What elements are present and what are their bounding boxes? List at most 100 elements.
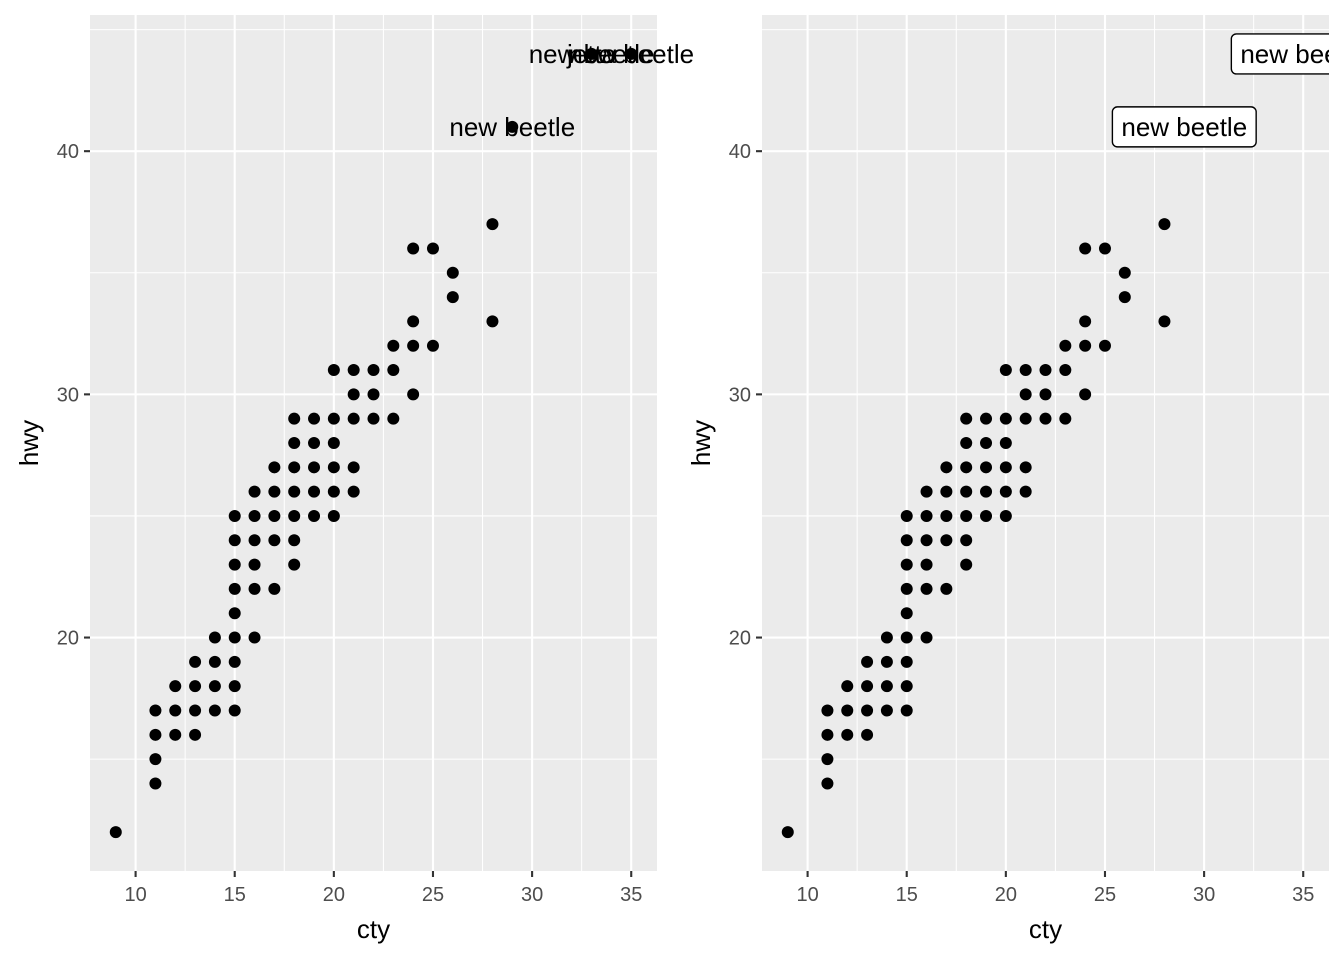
data-point xyxy=(900,582,913,595)
data-point xyxy=(960,534,973,547)
data-point xyxy=(880,680,893,693)
data-point xyxy=(861,728,874,741)
data-point xyxy=(169,728,182,741)
data-point xyxy=(861,704,874,717)
data-point xyxy=(821,777,834,790)
x-tick-label: 15 xyxy=(224,884,246,906)
data-point xyxy=(880,704,893,717)
data-point xyxy=(1079,315,1092,328)
x-tick-label: 25 xyxy=(1094,884,1116,906)
x-axis-title: cty xyxy=(1029,914,1062,944)
x-tick-label: 25 xyxy=(422,884,444,906)
data-point xyxy=(149,704,162,717)
y-tick-label: 20 xyxy=(57,628,79,650)
data-point xyxy=(486,218,499,231)
data-point xyxy=(821,753,834,766)
data-point xyxy=(841,704,854,717)
data-point xyxy=(781,826,794,839)
data-point xyxy=(999,364,1012,377)
data-point xyxy=(387,339,400,352)
data-point xyxy=(920,631,933,644)
data-point xyxy=(861,655,874,668)
data-point xyxy=(940,509,953,522)
data-point xyxy=(900,655,913,668)
data-point xyxy=(169,704,182,717)
y-axis-title: hwy xyxy=(686,420,716,466)
x-tick-label: 30 xyxy=(1193,884,1215,906)
data-point xyxy=(426,242,439,255)
data-point xyxy=(1039,412,1052,425)
data-point xyxy=(880,655,893,668)
data-point xyxy=(109,826,122,839)
data-point xyxy=(308,509,321,522)
point-label: new beetle xyxy=(449,112,575,142)
data-point xyxy=(920,534,933,547)
x-tick-label: 10 xyxy=(796,884,818,906)
data-point xyxy=(1039,388,1052,401)
data-point xyxy=(208,704,221,717)
data-point xyxy=(228,582,241,595)
point-label: new beetle xyxy=(529,39,655,69)
data-point xyxy=(880,631,893,644)
data-point xyxy=(189,655,202,668)
data-point xyxy=(248,582,261,595)
data-point xyxy=(999,509,1012,522)
data-point xyxy=(1079,339,1092,352)
data-point xyxy=(367,364,380,377)
data-point xyxy=(149,728,162,741)
label-box xyxy=(1111,106,1257,148)
data-point xyxy=(149,777,162,790)
y-axis-title: hwy xyxy=(14,420,44,466)
x-tick-label: 20 xyxy=(995,884,1017,906)
data-point xyxy=(387,364,400,377)
data-point xyxy=(900,680,913,693)
data-point xyxy=(980,437,993,449)
data-point xyxy=(506,120,519,133)
data-point xyxy=(980,461,993,474)
data-point xyxy=(980,412,993,425)
data-point xyxy=(920,582,933,595)
data-point xyxy=(248,509,261,522)
data-point xyxy=(920,509,933,522)
x-tick-label: 35 xyxy=(620,884,642,906)
data-point xyxy=(1019,388,1032,401)
data-point xyxy=(1079,388,1092,401)
data-point xyxy=(960,437,973,449)
data-point xyxy=(446,266,459,279)
data-point xyxy=(149,753,162,766)
data-point xyxy=(228,631,241,644)
data-point xyxy=(1098,242,1111,255)
data-point xyxy=(1098,339,1111,352)
data-point xyxy=(1019,461,1032,474)
data-point xyxy=(288,558,301,571)
data-point xyxy=(248,558,261,571)
x-tick-label: 10 xyxy=(124,884,146,906)
data-point xyxy=(228,558,241,571)
data-point xyxy=(960,461,973,474)
x-tick-label: 15 xyxy=(896,884,918,906)
panel-background xyxy=(90,15,657,871)
data-point xyxy=(900,558,913,571)
x-tick-label: 30 xyxy=(521,884,543,906)
data-point xyxy=(960,485,973,498)
data-point xyxy=(268,461,281,474)
data-point xyxy=(446,291,459,304)
data-point xyxy=(248,485,261,498)
data-point xyxy=(228,534,241,547)
plot-panel-2: new beetle new beetle 10 15 20 25 30 35 20 30 40 ct… xyxy=(686,15,1344,944)
data-point xyxy=(486,315,499,328)
data-point xyxy=(1019,485,1032,498)
data-point xyxy=(189,728,202,741)
data-point xyxy=(248,631,261,644)
data-point xyxy=(940,461,953,474)
point-label: new beetle xyxy=(1230,33,1344,75)
data-point xyxy=(268,582,281,595)
data-point xyxy=(268,509,281,522)
data-point xyxy=(1079,242,1092,255)
data-point xyxy=(407,388,420,401)
label-text: new beetle xyxy=(1240,39,1344,69)
x-tick-label: 20 xyxy=(323,884,345,906)
